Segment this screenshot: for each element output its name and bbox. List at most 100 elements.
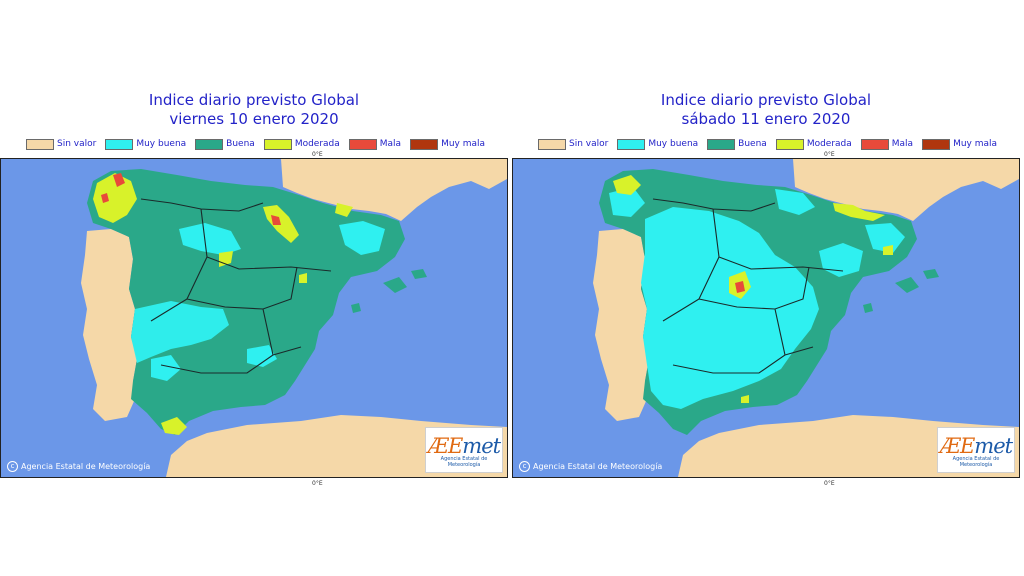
map-title: Indice diario previsto Global — [660, 91, 872, 109]
aemet-logo: ÆEmet Agencia Estatal de Meteorología — [937, 427, 1015, 473]
balearic-island — [895, 277, 919, 293]
logo-wordmark-met: met — [462, 434, 501, 458]
legend-swatch — [860, 138, 889, 150]
legend: Sin valor Muy buena Buena Moderada Mala … — [538, 137, 1006, 151]
legend-item-mala: Mala — [348, 138, 402, 150]
longitude-label: 0°E — [824, 151, 835, 158]
africa-landmass — [166, 415, 507, 477]
logo-wordmark: ÆEmet — [426, 434, 502, 458]
legend-item-muy-mala: Muy mala — [410, 138, 486, 150]
legend-label: Sin valor — [57, 139, 97, 149]
africa-landmass — [678, 415, 1019, 477]
muy-buena-area — [151, 355, 181, 381]
muy-buena-area — [609, 187, 645, 217]
legend-swatch — [617, 138, 646, 150]
longitude-label: 0°E — [312, 480, 323, 487]
copyright-notice: c Agencia Estatal de Meteorología — [7, 461, 150, 472]
moderada-area — [883, 245, 893, 255]
muy-buena-area — [131, 301, 229, 363]
iberia-map: c Agencia Estatal de Meteorología ÆEmet … — [0, 158, 508, 478]
legend-label: Moderada — [806, 139, 852, 149]
moderada-area — [613, 175, 641, 195]
mala-area — [113, 173, 125, 187]
iberia-map: c Agencia Estatal de Meteorología ÆEmet … — [512, 158, 1020, 478]
logo-subtitle: Agencia Estatal de Meteorología — [952, 456, 1000, 468]
legend-item-mala: Mala — [860, 138, 914, 150]
legend-item-muy-buena: Muy buena — [105, 138, 187, 150]
legend-swatch — [105, 138, 134, 150]
legend-item-moderada: Moderada — [263, 138, 340, 150]
legend-item-sin-valor: Sin valor — [26, 138, 97, 150]
moderada-area — [833, 203, 885, 221]
legend-swatch — [922, 138, 951, 150]
muy-buena-area — [247, 345, 277, 367]
portugal-landmass — [81, 229, 137, 421]
mala-area — [271, 215, 281, 225]
legend-label: Mala — [379, 139, 402, 149]
map-graphic — [593, 159, 1019, 477]
portugal-landmass — [593, 229, 649, 421]
legend-label: Sin valor — [569, 139, 609, 149]
copyright-icon: c — [519, 461, 530, 472]
moderada-area — [93, 173, 137, 223]
legend-label: Buena — [226, 139, 255, 149]
balearic-island — [351, 303, 361, 313]
mala-area — [101, 193, 109, 203]
balearic-island — [863, 303, 873, 313]
moderada-area — [299, 273, 307, 283]
legend-swatch — [26, 138, 54, 150]
legend-item-sin-valor: Sin valor — [538, 138, 609, 150]
legend-item-buena: Buena — [707, 138, 767, 150]
copyright-icon: c — [7, 461, 18, 472]
balearic-island — [383, 277, 407, 293]
legend-swatch — [263, 138, 292, 150]
map-graphic — [81, 159, 507, 477]
legend-swatch — [775, 138, 804, 150]
legend-item-moderada: Moderada — [775, 138, 852, 150]
logo-wordmark-ae: ÆE — [939, 434, 975, 458]
legend-swatch — [348, 138, 377, 150]
map-date: viernes 10 enero 2020 — [169, 110, 339, 128]
moderada-area — [161, 417, 187, 435]
moderada-area — [741, 395, 749, 403]
legend: Sin valor Muy buena Buena Moderada Mala … — [26, 137, 494, 151]
france-landmass — [281, 159, 507, 221]
legend-label: Mala — [891, 139, 914, 149]
map-date: sábado 11 enero 2020 — [681, 110, 851, 128]
legend-label: Muy buena — [648, 139, 699, 149]
copyright-text: Agencia Estatal de Meteorología — [533, 462, 663, 471]
balearic-island — [411, 269, 427, 279]
balearic-island — [923, 269, 939, 279]
moderada-area — [263, 205, 299, 243]
region-boundaries — [652, 198, 844, 374]
aemet-logo: ÆEmet Agencia Estatal de Meteorología — [425, 427, 503, 473]
legend-swatch — [707, 138, 736, 150]
muy-buena-area — [641, 207, 819, 409]
forecast-panel-saturday: Indice diario previsto Global sábado 11 … — [512, 88, 1020, 488]
logo-wordmark: ÆEmet — [938, 434, 1014, 458]
longitude-label: 0°E — [312, 151, 323, 158]
france-landmass — [793, 159, 1019, 221]
muy-buena-area — [179, 223, 241, 255]
map-title: Indice diario previsto Global — [148, 91, 360, 109]
muy-buena-area — [775, 189, 815, 215]
muy-buena-area — [819, 243, 863, 277]
logo-wordmark-met: met — [974, 434, 1013, 458]
legend-item-muy-mala: Muy mala — [922, 138, 998, 150]
logo-wordmark-ae: ÆE — [427, 434, 463, 458]
legend-label: Muy buena — [136, 139, 187, 149]
legend-swatch — [538, 138, 566, 150]
logo-subtitle: Agencia Estatal de Meteorología — [440, 456, 488, 468]
longitude-label: 0°E — [824, 480, 835, 487]
legend-label: Muy mala — [953, 139, 998, 149]
legend-label: Buena — [738, 139, 767, 149]
legend-swatch — [410, 138, 439, 150]
mala-area — [735, 281, 745, 293]
legend-label: Muy mala — [441, 139, 486, 149]
copyright-notice: c Agencia Estatal de Meteorología — [519, 461, 662, 472]
muy-buena-area — [339, 221, 385, 255]
legend-swatch — [195, 138, 224, 150]
legend-label: Moderada — [294, 139, 340, 149]
muy-buena-area — [865, 223, 905, 253]
legend-item-muy-buena: Muy buena — [617, 138, 699, 150]
